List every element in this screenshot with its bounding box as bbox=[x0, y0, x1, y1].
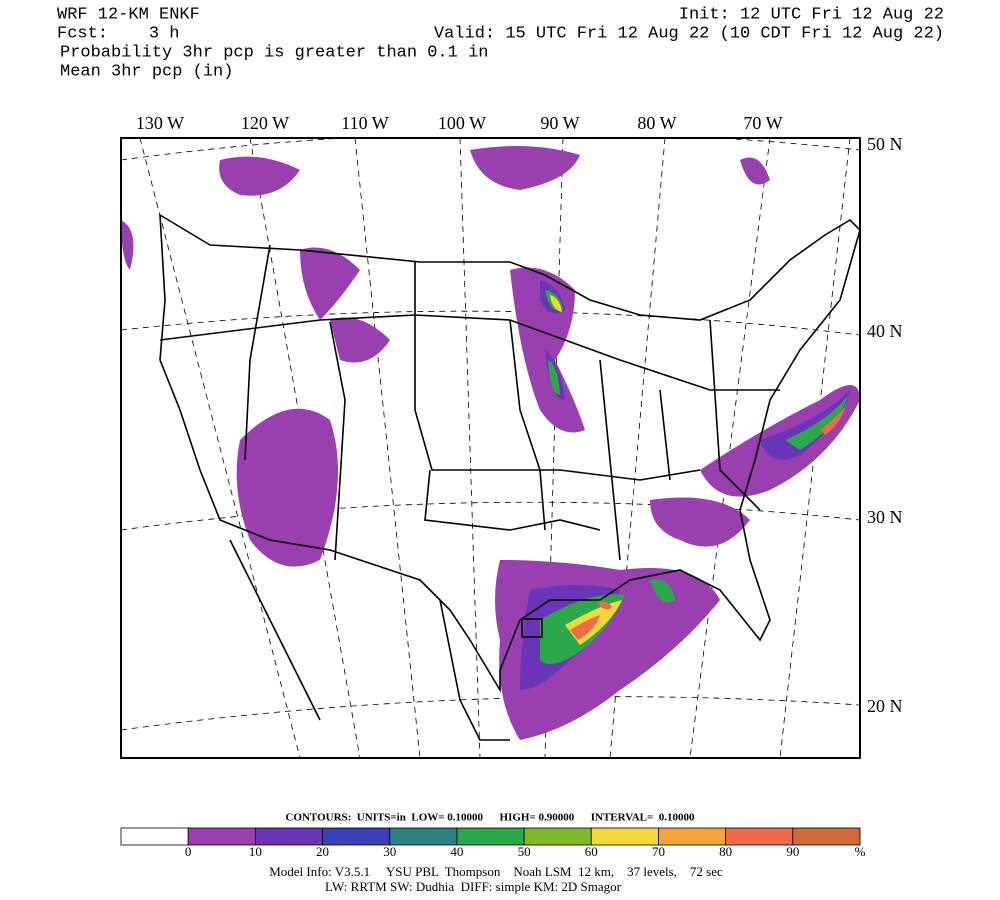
valid-time: Valid: 15 UTC Fri 12 Aug 22 (10 CDT Fri … bbox=[434, 24, 944, 43]
state-lines bbox=[159, 244, 780, 561]
precip-80 bbox=[570, 405, 846, 640]
colorbar-label: 30 bbox=[383, 844, 396, 859]
color-swatch bbox=[120, 827, 189, 846]
forecast-hour: Fcst: 3 h bbox=[57, 24, 179, 43]
colorbar-label: 0 bbox=[185, 844, 192, 859]
lon-label: 100 W bbox=[438, 113, 486, 133]
lon-label: 130 W bbox=[136, 113, 184, 133]
field-1: Probability 3hr pcp is greater than 0.1 … bbox=[60, 43, 488, 62]
us-outline bbox=[159, 213, 860, 693]
color-swatch bbox=[187, 827, 256, 846]
color-swatch bbox=[389, 827, 458, 846]
physics-info: LW: RRTM SW: Dudhia DIFF: simple KM: 2D … bbox=[325, 879, 622, 894]
colorbar-label: 20 bbox=[316, 844, 329, 859]
map-frame bbox=[120, 137, 861, 759]
colorbar-label: 60 bbox=[585, 844, 598, 859]
colorbar-label: 90 bbox=[786, 844, 799, 859]
lon-label: 120 W bbox=[241, 113, 289, 133]
color-swatch bbox=[658, 827, 727, 846]
colorbar-label: 40 bbox=[450, 844, 463, 859]
color-swatch bbox=[254, 827, 323, 846]
colorbar: 0 10 20 30 40 50 60 70 80 90% bbox=[120, 827, 866, 859]
color-swatch bbox=[725, 827, 794, 846]
color-swatch bbox=[322, 827, 391, 846]
precip-10 bbox=[121, 146, 860, 740]
lon-label: 90 W bbox=[540, 113, 579, 133]
mexico-coast bbox=[229, 539, 510, 741]
colorbar-label: 10 bbox=[249, 844, 262, 859]
model-title: WRF 12-KM ENKF bbox=[57, 5, 200, 24]
color-swatch bbox=[590, 827, 659, 846]
color-swatch bbox=[523, 827, 592, 846]
field-2: Mean 3hr pcp (in) bbox=[60, 62, 233, 81]
init-time: Init: 12 UTC Fri 12 Aug 22 bbox=[679, 5, 944, 24]
lat-label: 40 N bbox=[867, 321, 903, 341]
precip-60 bbox=[550, 295, 622, 645]
map bbox=[120, 137, 861, 759]
model-info: Model Info: V3.5.1 YSU PBL Thompson Noah… bbox=[269, 864, 723, 879]
precip-20 bbox=[520, 280, 850, 690]
contour-info: CONTOURS: UNITS=in LOW= 0.10000 HIGH= 0.… bbox=[285, 812, 695, 824]
lon-label: 70 W bbox=[743, 113, 782, 133]
color-swatch bbox=[456, 827, 525, 846]
station-box bbox=[521, 618, 543, 638]
colorbar-label: 50 bbox=[518, 844, 531, 859]
colorbar-label: 70 bbox=[652, 844, 665, 859]
color-swatch bbox=[792, 827, 861, 846]
colorbar-label: % bbox=[855, 844, 866, 859]
lat-label: 30 N bbox=[867, 507, 903, 527]
lon-label: 80 W bbox=[637, 113, 676, 133]
lat-label: 20 N bbox=[867, 696, 903, 716]
lat-label: 50 N bbox=[867, 134, 903, 154]
lon-label: 110 W bbox=[341, 113, 389, 133]
colorbar-label: 80 bbox=[719, 844, 732, 859]
